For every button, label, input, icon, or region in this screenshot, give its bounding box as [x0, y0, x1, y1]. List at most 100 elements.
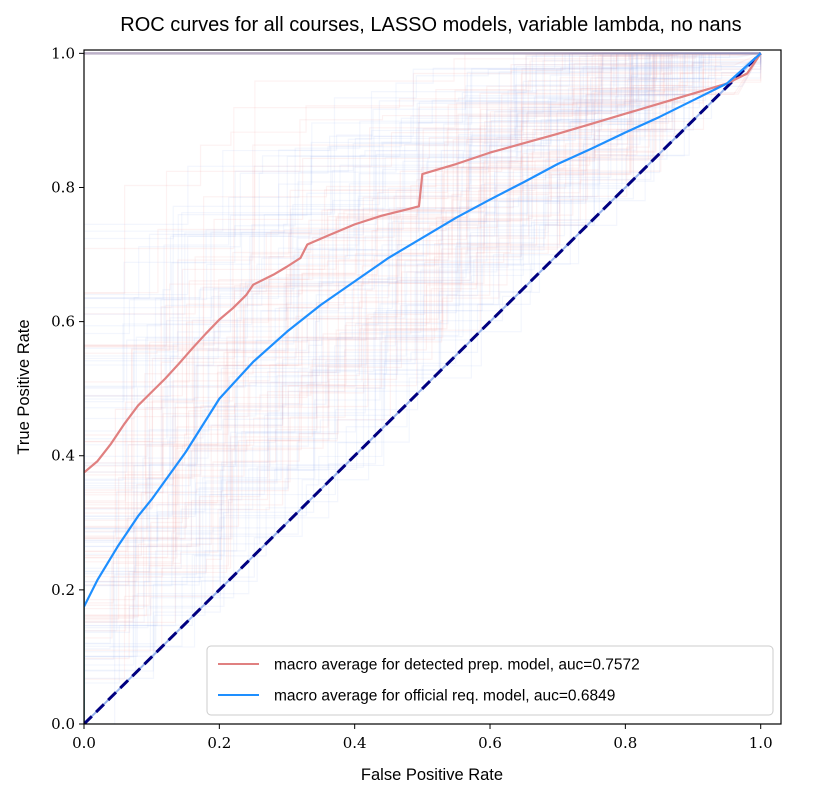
faint-course-curve — [84, 52, 761, 724]
faint-course-curve — [84, 52, 761, 724]
faint-course-curve — [84, 52, 761, 724]
y-axis-label: True Positive Rate — [15, 319, 33, 454]
faint-course-curve — [84, 52, 761, 724]
faint-course-curve — [84, 53, 762, 724]
faint-course-curve — [84, 52, 761, 724]
faint-course-curve — [84, 52, 761, 724]
faint-course-curve — [84, 52, 761, 724]
legend: macro average for detected prep. model, … — [206, 645, 774, 716]
faint-course-curve — [84, 52, 761, 724]
faint-course-curve — [84, 52, 761, 724]
faint-course-curve — [84, 52, 761, 724]
faint-course-curve — [84, 52, 761, 724]
faint-course-curve — [84, 53, 762, 724]
faint-course-curve — [84, 52, 762, 724]
faint-course-curve — [84, 52, 761, 724]
faint-course-curve — [84, 52, 761, 724]
faint-course-curve — [84, 52, 761, 724]
detected-prep-macro-line — [84, 52, 762, 474]
faint-course-curve — [84, 52, 761, 724]
faint-course-curve — [84, 52, 761, 724]
faint-course-curve — [84, 53, 762, 724]
y-tick-label: 1.0 — [51, 44, 75, 62]
faint-course-curve — [84, 52, 761, 724]
faint-course-curve — [84, 52, 761, 724]
faint-course-curve — [84, 52, 761, 724]
x-tick-label: 0.0 — [72, 734, 96, 752]
faint-course-curve — [84, 53, 762, 724]
faint-course-curve — [84, 52, 761, 724]
faint-course-curve — [84, 52, 761, 724]
faint-course-curve — [84, 53, 762, 724]
faint-course-curve — [84, 52, 761, 724]
faint-course-curve — [84, 52, 761, 724]
y-tick-label: 0.4 — [51, 447, 75, 465]
faint-course-curve — [84, 52, 761, 724]
faint-course-curve — [84, 52, 761, 724]
faint-course-curve — [84, 52, 761, 724]
faint-course-curve — [84, 52, 761, 724]
faint-course-curve — [84, 52, 761, 724]
faint-course-curve — [84, 52, 761, 724]
faint-course-curve — [84, 52, 761, 724]
x-tick-label: 1.0 — [749, 734, 773, 752]
faint-course-curve — [84, 52, 761, 724]
faint-course-curve — [84, 52, 761, 724]
chart-title: ROC curves for all courses, LASSO models… — [120, 14, 741, 36]
y-tick-label: 0.2 — [51, 581, 75, 599]
faint-course-curve — [84, 52, 761, 724]
x-tick-label: 0.2 — [207, 734, 231, 752]
faint-course-curve — [84, 52, 762, 724]
faint-course-curve — [84, 52, 761, 724]
faint-course-curve — [84, 52, 761, 724]
faint-course-curve — [84, 52, 761, 724]
faint-course-curve — [84, 52, 761, 724]
faint-course-curve — [84, 52, 761, 724]
chance-diagonal-line — [84, 52, 762, 724]
official-req-macro-line — [84, 52, 762, 608]
faint-course-curve — [84, 52, 761, 724]
faint-course-curve — [84, 52, 761, 724]
faint-course-curve — [84, 52, 761, 724]
x-axis-ticks: 0.0 0.2 0.4 0.6 0.8 1.0 — [72, 724, 773, 752]
x-tick-label: 0.6 — [478, 734, 502, 752]
faint-course-curve — [84, 52, 761, 724]
faint-course-curve — [84, 52, 761, 724]
x-axis-label: False Positive Rate — [361, 766, 503, 784]
faint-course-curve — [84, 52, 761, 724]
legend-box — [206, 645, 774, 716]
faint-course-curve — [84, 52, 761, 724]
faint-course-curve — [84, 53, 762, 724]
faint-course-curve — [84, 52, 761, 724]
faint-course-curve — [84, 52, 761, 724]
faint-course-curve — [84, 52, 761, 724]
macro-average-curves — [84, 52, 762, 724]
faint-course-curve — [84, 52, 761, 724]
faint-course-curve — [84, 52, 761, 724]
legend-entry-detected: macro average for detected prep. model, … — [274, 657, 640, 674]
faint-course-curve — [84, 52, 761, 724]
faint-course-curve — [84, 52, 761, 724]
faint-course-curve — [84, 52, 761, 724]
faint-course-curve — [84, 53, 762, 724]
faint-course-curve — [84, 52, 761, 724]
faint-course-curve — [84, 53, 762, 724]
faint-course-curve — [84, 52, 762, 724]
faint-course-curve — [84, 52, 761, 724]
faint-course-curve — [84, 52, 761, 724]
faint-course-curve — [84, 52, 761, 724]
faint-course-curve — [84, 52, 761, 724]
faint-course-curve — [84, 52, 761, 724]
faint-course-curve — [84, 53, 762, 724]
faint-course-curve — [84, 52, 761, 724]
faint-course-curve — [84, 53, 762, 724]
faint-course-curve — [84, 53, 762, 724]
individual-course-curves — [84, 52, 762, 724]
faint-course-curve — [84, 52, 761, 724]
faint-course-curve — [84, 53, 762, 724]
y-axis-ticks: 0.0 0.2 0.4 0.6 0.8 1.0 — [51, 44, 84, 733]
faint-course-curve — [84, 52, 761, 724]
legend-entry-official: macro average for official req. model, a… — [274, 688, 615, 705]
faint-course-curve — [84, 52, 761, 724]
